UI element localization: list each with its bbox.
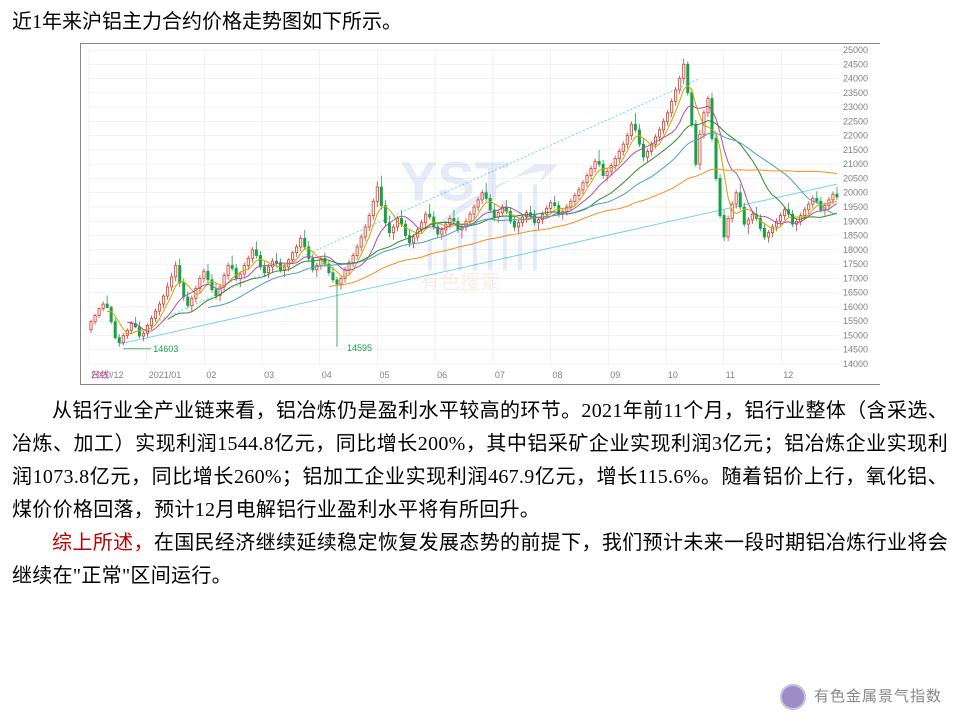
price-chart: 14000 14500 15000 15500 16000 16500 17000 17500… — [80, 43, 880, 385]
svg-text:23500: 23500 — [843, 88, 868, 98]
svg-text:14595: 14595 — [347, 343, 372, 353]
svg-text:18500: 18500 — [843, 231, 868, 241]
svg-text:14500: 14500 — [843, 345, 868, 355]
svg-text:19500: 19500 — [843, 202, 868, 212]
svg-text:09: 09 — [610, 370, 620, 380]
svg-text:15500: 15500 — [843, 316, 868, 326]
svg-text:24000: 24000 — [843, 74, 868, 84]
svg-text:16000: 16000 — [843, 302, 868, 312]
svg-text:11: 11 — [726, 370, 735, 380]
svg-text:10: 10 — [668, 370, 678, 380]
paragraph-1: 从铝行业全产业链来看，铝冶炼仍是盈利水平较高的环节。2021年前11个月，铝行业… — [12, 395, 948, 527]
svg-text:02: 02 — [206, 370, 216, 380]
source-avatar-icon — [780, 684, 806, 710]
svg-text:12: 12 — [783, 370, 793, 380]
svg-text:14000: 14000 — [843, 359, 868, 369]
svg-text:17500: 17500 — [843, 259, 868, 269]
svg-text:23000: 23000 — [843, 102, 868, 112]
source-badge: 有色金属景气指数 — [780, 684, 942, 710]
svg-text:2021/01: 2021/01 — [149, 370, 182, 380]
svg-text:日线: 日线 — [91, 369, 109, 380]
svg-text:16500: 16500 — [843, 288, 868, 298]
svg-text:04: 04 — [322, 370, 332, 380]
svg-text:22000: 22000 — [843, 131, 868, 141]
candlestick-chart-svg: 14000 14500 15000 15500 16000 16500 17000 17500… — [81, 44, 881, 384]
svg-text:05: 05 — [379, 370, 389, 380]
svg-text:19000: 19000 — [843, 216, 868, 226]
svg-text:21500: 21500 — [843, 145, 868, 155]
svg-text:14603: 14603 — [153, 344, 178, 354]
intro-text: 近1年来沪铝主力合约价格走势图如下所示。 — [12, 6, 948, 39]
svg-text:18000: 18000 — [843, 245, 868, 255]
svg-text:24500: 24500 — [843, 59, 868, 69]
svg-text:06: 06 — [437, 370, 447, 380]
svg-text:20000: 20000 — [843, 188, 868, 198]
source-label: 有色金属景气指数 — [814, 685, 942, 710]
svg-text:21000: 21000 — [843, 159, 868, 169]
svg-text:08: 08 — [553, 370, 563, 380]
svg-text:07: 07 — [495, 370, 505, 380]
summary-lead: 综上所述， — [52, 532, 154, 554]
svg-text:25000: 25000 — [843, 45, 868, 55]
svg-text:15000: 15000 — [843, 330, 868, 340]
paragraph-2: 综上所述，在国民经济继续延续稳定恢复发展态势的前提下，我们预计未来一段时期铝冶炼… — [12, 527, 948, 593]
svg-text:03: 03 — [264, 370, 274, 380]
svg-text:17000: 17000 — [843, 273, 868, 283]
svg-text:20500: 20500 — [843, 173, 868, 183]
svg-text:22500: 22500 — [843, 116, 868, 126]
